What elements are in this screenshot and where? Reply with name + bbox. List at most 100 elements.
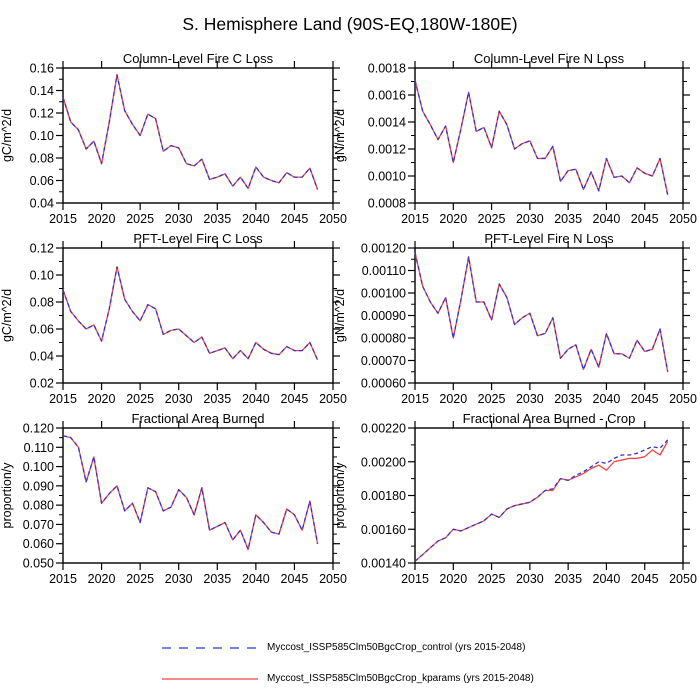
legend-label-control: Myccost_ISSP585Clm50BgcCrop_control (yrs… <box>267 642 526 653</box>
panel-title: Column-Level Fire C Loss <box>123 51 274 66</box>
x-tick-label: 2045 <box>631 572 659 586</box>
panel-title: PFT-Level Fire C Loss <box>133 231 263 246</box>
y-tick-label: 0.06 <box>30 174 54 188</box>
x-tick-label: 2020 <box>88 392 116 406</box>
series-line <box>62 74 319 190</box>
panel-3: 2015 2020 2025 2030 2035 2040 2045 2050 0.00060 0… <box>333 231 697 406</box>
y-tick-label: 0.16 <box>30 62 54 76</box>
y-tick-label: 0.00140 <box>361 557 406 571</box>
legend-solid-line-icon <box>162 678 258 680</box>
x-tick-label: 2015 <box>49 212 77 226</box>
x-tick-label: 2015 <box>49 392 77 406</box>
x-tick-label: 2035 <box>554 212 582 226</box>
x-tick-label: 2015 <box>401 392 429 406</box>
x-tick-label: 2050 <box>669 392 697 406</box>
y-tick-label: 0.00200 <box>361 455 406 469</box>
x-tick-label: 2045 <box>281 572 309 586</box>
x-tick-label: 2050 <box>319 212 347 226</box>
legend-row-control: Myccost_ISSP585Clm50BgcCrop_control (yrs… <box>0 641 700 657</box>
plot-box <box>62 427 334 564</box>
plot-box <box>62 67 334 204</box>
series-line <box>414 79 669 196</box>
x-tick-label: 2035 <box>203 392 231 406</box>
x-tick-label: 2020 <box>439 572 467 586</box>
y-axis-label: proportion/y <box>0 462 14 529</box>
x-tick-label: 2050 <box>669 572 697 586</box>
plot-box <box>414 67 684 204</box>
x-tick-label: 2045 <box>631 392 659 406</box>
y-tick-label: 0.00220 <box>361 422 406 436</box>
x-tick-label: 2050 <box>319 572 347 586</box>
x-tick-label: 2040 <box>593 392 621 406</box>
figure-title: S. Hemisphere Land (90S-EQ,180W-180E) <box>182 14 518 34</box>
panel-title: Fractional Area Burned - Crop <box>463 411 636 426</box>
x-tick-label: 2045 <box>281 212 309 226</box>
panel-1: 2015 2020 2025 2030 2035 2040 2045 2050 0.0008 0.… <box>333 51 697 226</box>
y-tick-label: 0.100 <box>23 460 54 474</box>
y-tick-label: 0.0012 <box>368 143 406 157</box>
plots-canvas: 2015 2020 2025 2030 2035 2040 2045 2050 0.04 0.06… <box>0 51 697 586</box>
y-tick-label: 0.00060 <box>361 377 406 391</box>
y-tick-label: 0.10 <box>30 269 54 283</box>
plot-box <box>62 247 334 384</box>
x-tick-label: 2025 <box>126 392 154 406</box>
panel-4: 2015 2020 2025 2030 2035 2040 2045 2050 0.050 0.0… <box>0 411 347 586</box>
series-line <box>414 441 669 562</box>
x-tick-label: 2035 <box>554 572 582 586</box>
series-line <box>62 266 319 361</box>
legend-dashed-line-icon <box>162 647 258 649</box>
x-tick-label: 2040 <box>242 572 270 586</box>
x-tick-label: 2050 <box>669 212 697 226</box>
x-tick-label: 2030 <box>516 212 544 226</box>
x-tick-label: 2030 <box>516 392 544 406</box>
y-axis-label: gN/m^2/d <box>333 109 347 162</box>
x-tick-label: 2025 <box>126 212 154 226</box>
series-line <box>414 252 669 372</box>
legend-row-kparams: Myccost_ISSP585Clm50BgcCrop_kparams (yrs… <box>0 672 700 688</box>
y-tick-label: 0.00090 <box>361 309 406 323</box>
series-line <box>62 266 319 361</box>
y-tick-label: 0.04 <box>30 197 54 211</box>
y-tick-label: 0.14 <box>30 84 54 98</box>
x-tick-label: 2040 <box>242 392 270 406</box>
x-tick-label: 2020 <box>439 212 467 226</box>
series-line <box>62 74 319 190</box>
x-tick-label: 2030 <box>516 572 544 586</box>
panel-title: PFT-Level Fire N Loss <box>484 231 614 246</box>
y-tick-label: 0.070 <box>23 518 54 532</box>
x-tick-label: 2030 <box>165 392 193 406</box>
series-line <box>414 252 669 372</box>
panel-5: 2015 2020 2025 2030 2035 2040 2045 2050 0.00140 0… <box>333 411 697 586</box>
y-tick-label: 0.00110 <box>362 264 406 278</box>
panel-title: Column-Level Fire N Loss <box>474 51 625 66</box>
x-tick-label: 2025 <box>478 572 506 586</box>
y-tick-label: 0.0016 <box>368 89 406 103</box>
series-line <box>62 435 319 551</box>
y-tick-label: 0.00160 <box>361 523 406 537</box>
legend-label-kparams: Myccost_ISSP585Clm50BgcCrop_kparams (yrs… <box>267 673 534 684</box>
y-axis-label: proportion/y <box>333 462 347 529</box>
y-tick-label: 0.00120 <box>361 242 406 256</box>
y-tick-label: 0.06 <box>30 323 54 337</box>
x-tick-label: 2030 <box>165 572 193 586</box>
panel-title: Fractional Area Burned <box>132 411 265 426</box>
x-tick-label: 2015 <box>401 572 429 586</box>
x-tick-label: 2035 <box>203 212 231 226</box>
y-tick-label: 0.110 <box>24 441 54 455</box>
x-tick-label: 2040 <box>242 212 270 226</box>
x-tick-label: 2025 <box>126 572 154 586</box>
plot-box <box>414 427 684 564</box>
y-tick-label: 0.00180 <box>361 489 406 503</box>
panel-0: 2015 2020 2025 2030 2035 2040 2045 2050 0.04 0.06… <box>0 51 347 226</box>
y-tick-label: 0.080 <box>23 499 54 513</box>
y-tick-label: 0.0018 <box>368 62 406 76</box>
x-tick-label: 2045 <box>631 212 659 226</box>
y-tick-label: 0.08 <box>30 296 54 310</box>
x-tick-label: 2020 <box>439 392 467 406</box>
panel-2: 2015 2020 2025 2030 2035 2040 2045 2050 0.02 0.04… <box>0 231 347 406</box>
y-axis-label: gC/m^2/d <box>0 289 14 342</box>
y-tick-label: 0.0010 <box>368 170 406 184</box>
y-tick-label: 0.00100 <box>361 287 406 301</box>
y-tick-label: 0.120 <box>23 422 54 436</box>
